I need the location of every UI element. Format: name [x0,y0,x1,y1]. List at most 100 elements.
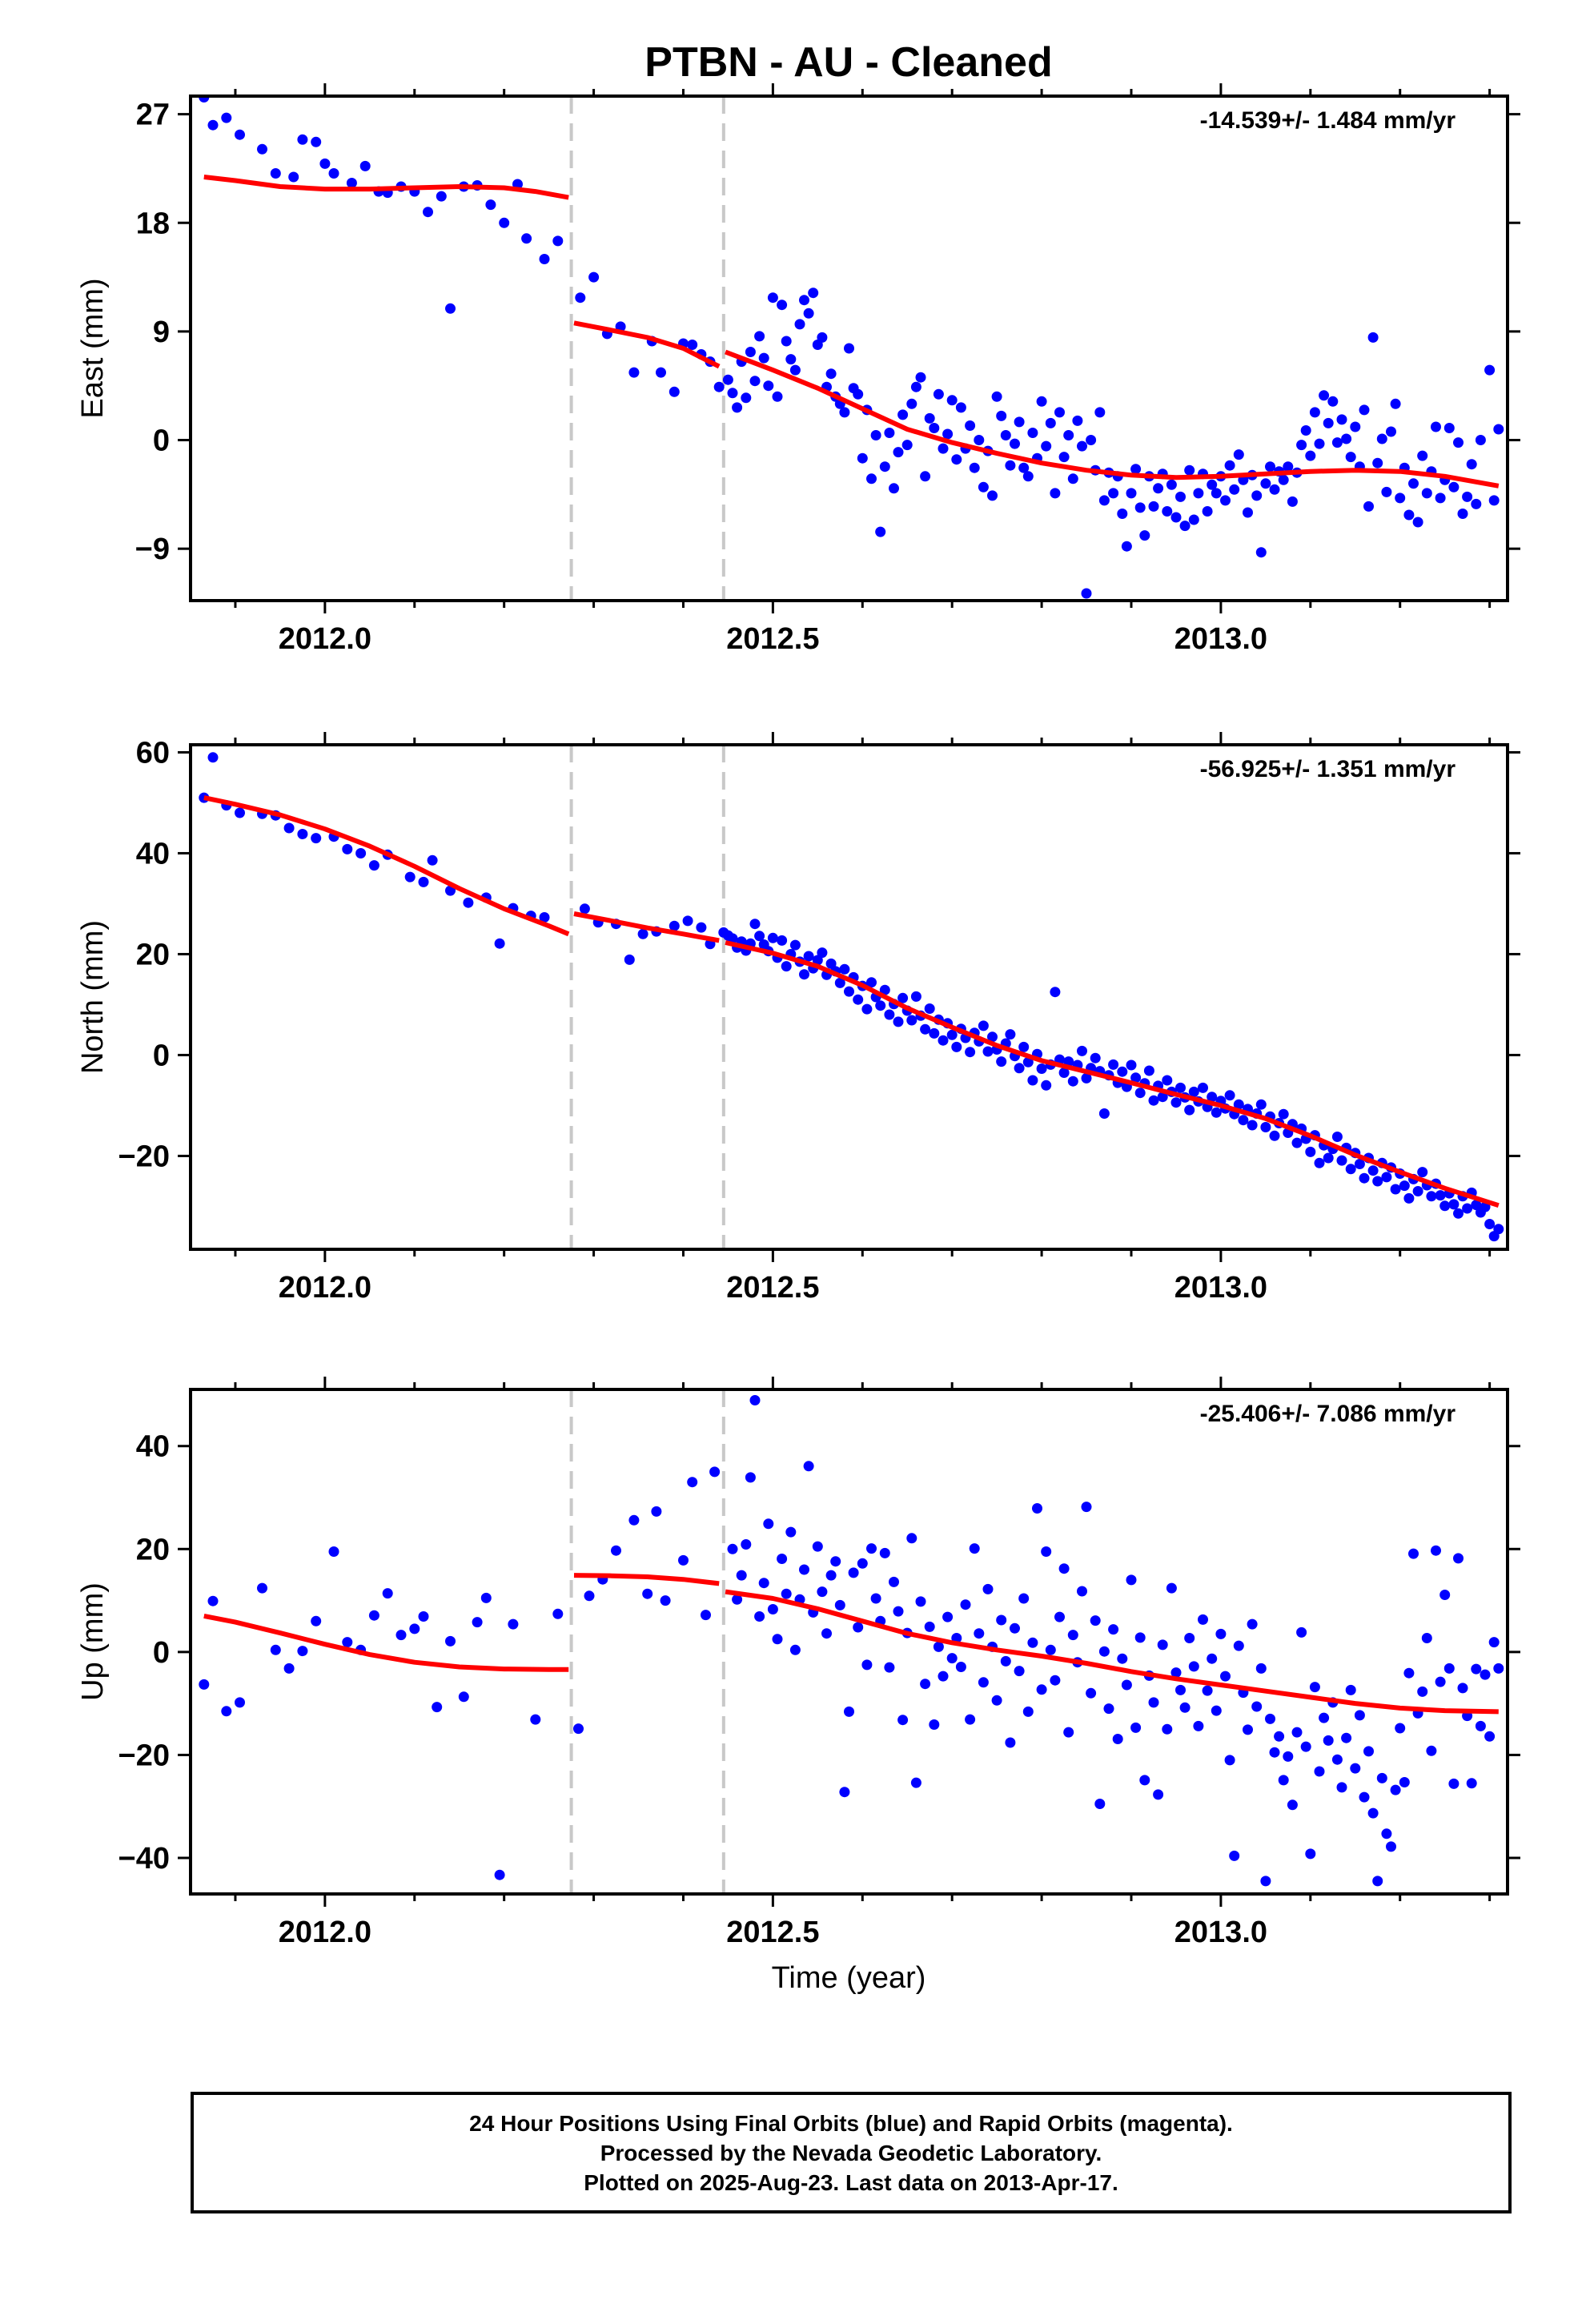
data-point [830,1556,841,1567]
data-point [1117,1653,1128,1664]
up-velocity-label: -25.406+/- 7.086 mm/yr [1200,1401,1456,1427]
y-tick-label: −20 [118,1140,170,1173]
data-point [879,1547,890,1558]
data-point [1453,1208,1464,1219]
data-point [722,374,733,385]
data-point [861,1659,873,1671]
data-point [1170,1667,1182,1679]
data-point [1291,1137,1303,1148]
data-point [1475,1720,1486,1731]
data-point [1086,435,1097,445]
data-point [1296,1626,1307,1638]
data-point [552,235,564,247]
data-point [906,1015,917,1026]
data-point [1431,421,1441,432]
data-point [1098,1646,1110,1657]
data-point [808,287,819,299]
y-tick-label: −20 [118,1739,170,1772]
data-point [1247,1120,1258,1131]
data-point [1098,1108,1110,1119]
data-point [235,807,245,818]
data-point [857,452,868,464]
data-point [1022,471,1034,482]
data-point [1224,1755,1235,1766]
data-point [834,977,845,988]
data-point [933,388,944,400]
data-point [687,340,698,350]
data-point [1336,1155,1347,1166]
data-point [1027,428,1038,438]
data-point [1359,1172,1370,1184]
data-point [910,381,921,392]
data-point [651,1506,662,1517]
data-point [642,1588,653,1599]
data-point [1300,425,1311,436]
x-tick-label: 2012.5 [726,622,819,656]
data-point [727,933,738,944]
x-tick-label: 2013.0 [1174,622,1267,656]
data-point [611,1545,621,1556]
data-point [785,354,797,365]
data-point [445,303,456,314]
data-point [1143,1065,1154,1076]
data-point [920,471,931,482]
data-point [955,1662,966,1672]
data-point [207,1595,219,1606]
data-point [382,1588,393,1599]
data-point [669,920,680,931]
data-point [1359,1791,1370,1803]
data-point [1314,1157,1325,1168]
data-point [1130,1072,1142,1084]
data-point [1278,474,1289,485]
data-point [1314,1766,1325,1777]
data-point [1202,506,1213,517]
data-point [1314,438,1325,449]
data-point [879,984,890,995]
data-point [472,1617,483,1628]
data-point [839,407,850,418]
data-point [1376,433,1387,444]
data-point [1484,1219,1496,1229]
data-point [1126,1574,1137,1586]
data-point [480,1592,492,1603]
data-point [799,295,809,306]
data-point [897,992,909,1003]
data-point [1283,1751,1294,1762]
data-point [355,848,367,858]
data-point [727,1543,738,1554]
data-point [1202,1685,1213,1696]
data-point [1443,1663,1455,1674]
data-point [270,1644,281,1655]
east-velocity-label: -14.539+/- 1.484 mm/yr [1200,107,1456,134]
data-point [1484,364,1496,376]
data-point [1229,1850,1240,1861]
y-tick-label: 0 [153,1636,170,1670]
data-point [1126,488,1137,499]
data-point [1153,483,1164,494]
data-point [579,903,590,915]
data-point [1233,449,1244,460]
data-point [1417,450,1428,461]
data-point [1233,1099,1244,1110]
data-point [207,752,219,763]
data-point [1439,1590,1451,1600]
data-point [1207,479,1218,490]
data-point [1184,1633,1195,1643]
data-point [319,158,331,169]
data-point [893,1016,904,1027]
data-point [1103,1703,1114,1715]
data-point [1014,416,1025,428]
data-point [1036,396,1047,407]
data-point [1193,1720,1204,1731]
data-point [727,388,738,399]
data-point [1331,437,1343,448]
model-fit-line [573,320,721,369]
data-point [987,490,998,501]
data-point [584,1590,595,1602]
data-point [1296,440,1307,451]
data-point [1399,1180,1410,1192]
data-point [1188,1086,1199,1097]
data-point [1022,1706,1034,1717]
data-point [736,1570,747,1581]
data-point [1207,1653,1218,1664]
